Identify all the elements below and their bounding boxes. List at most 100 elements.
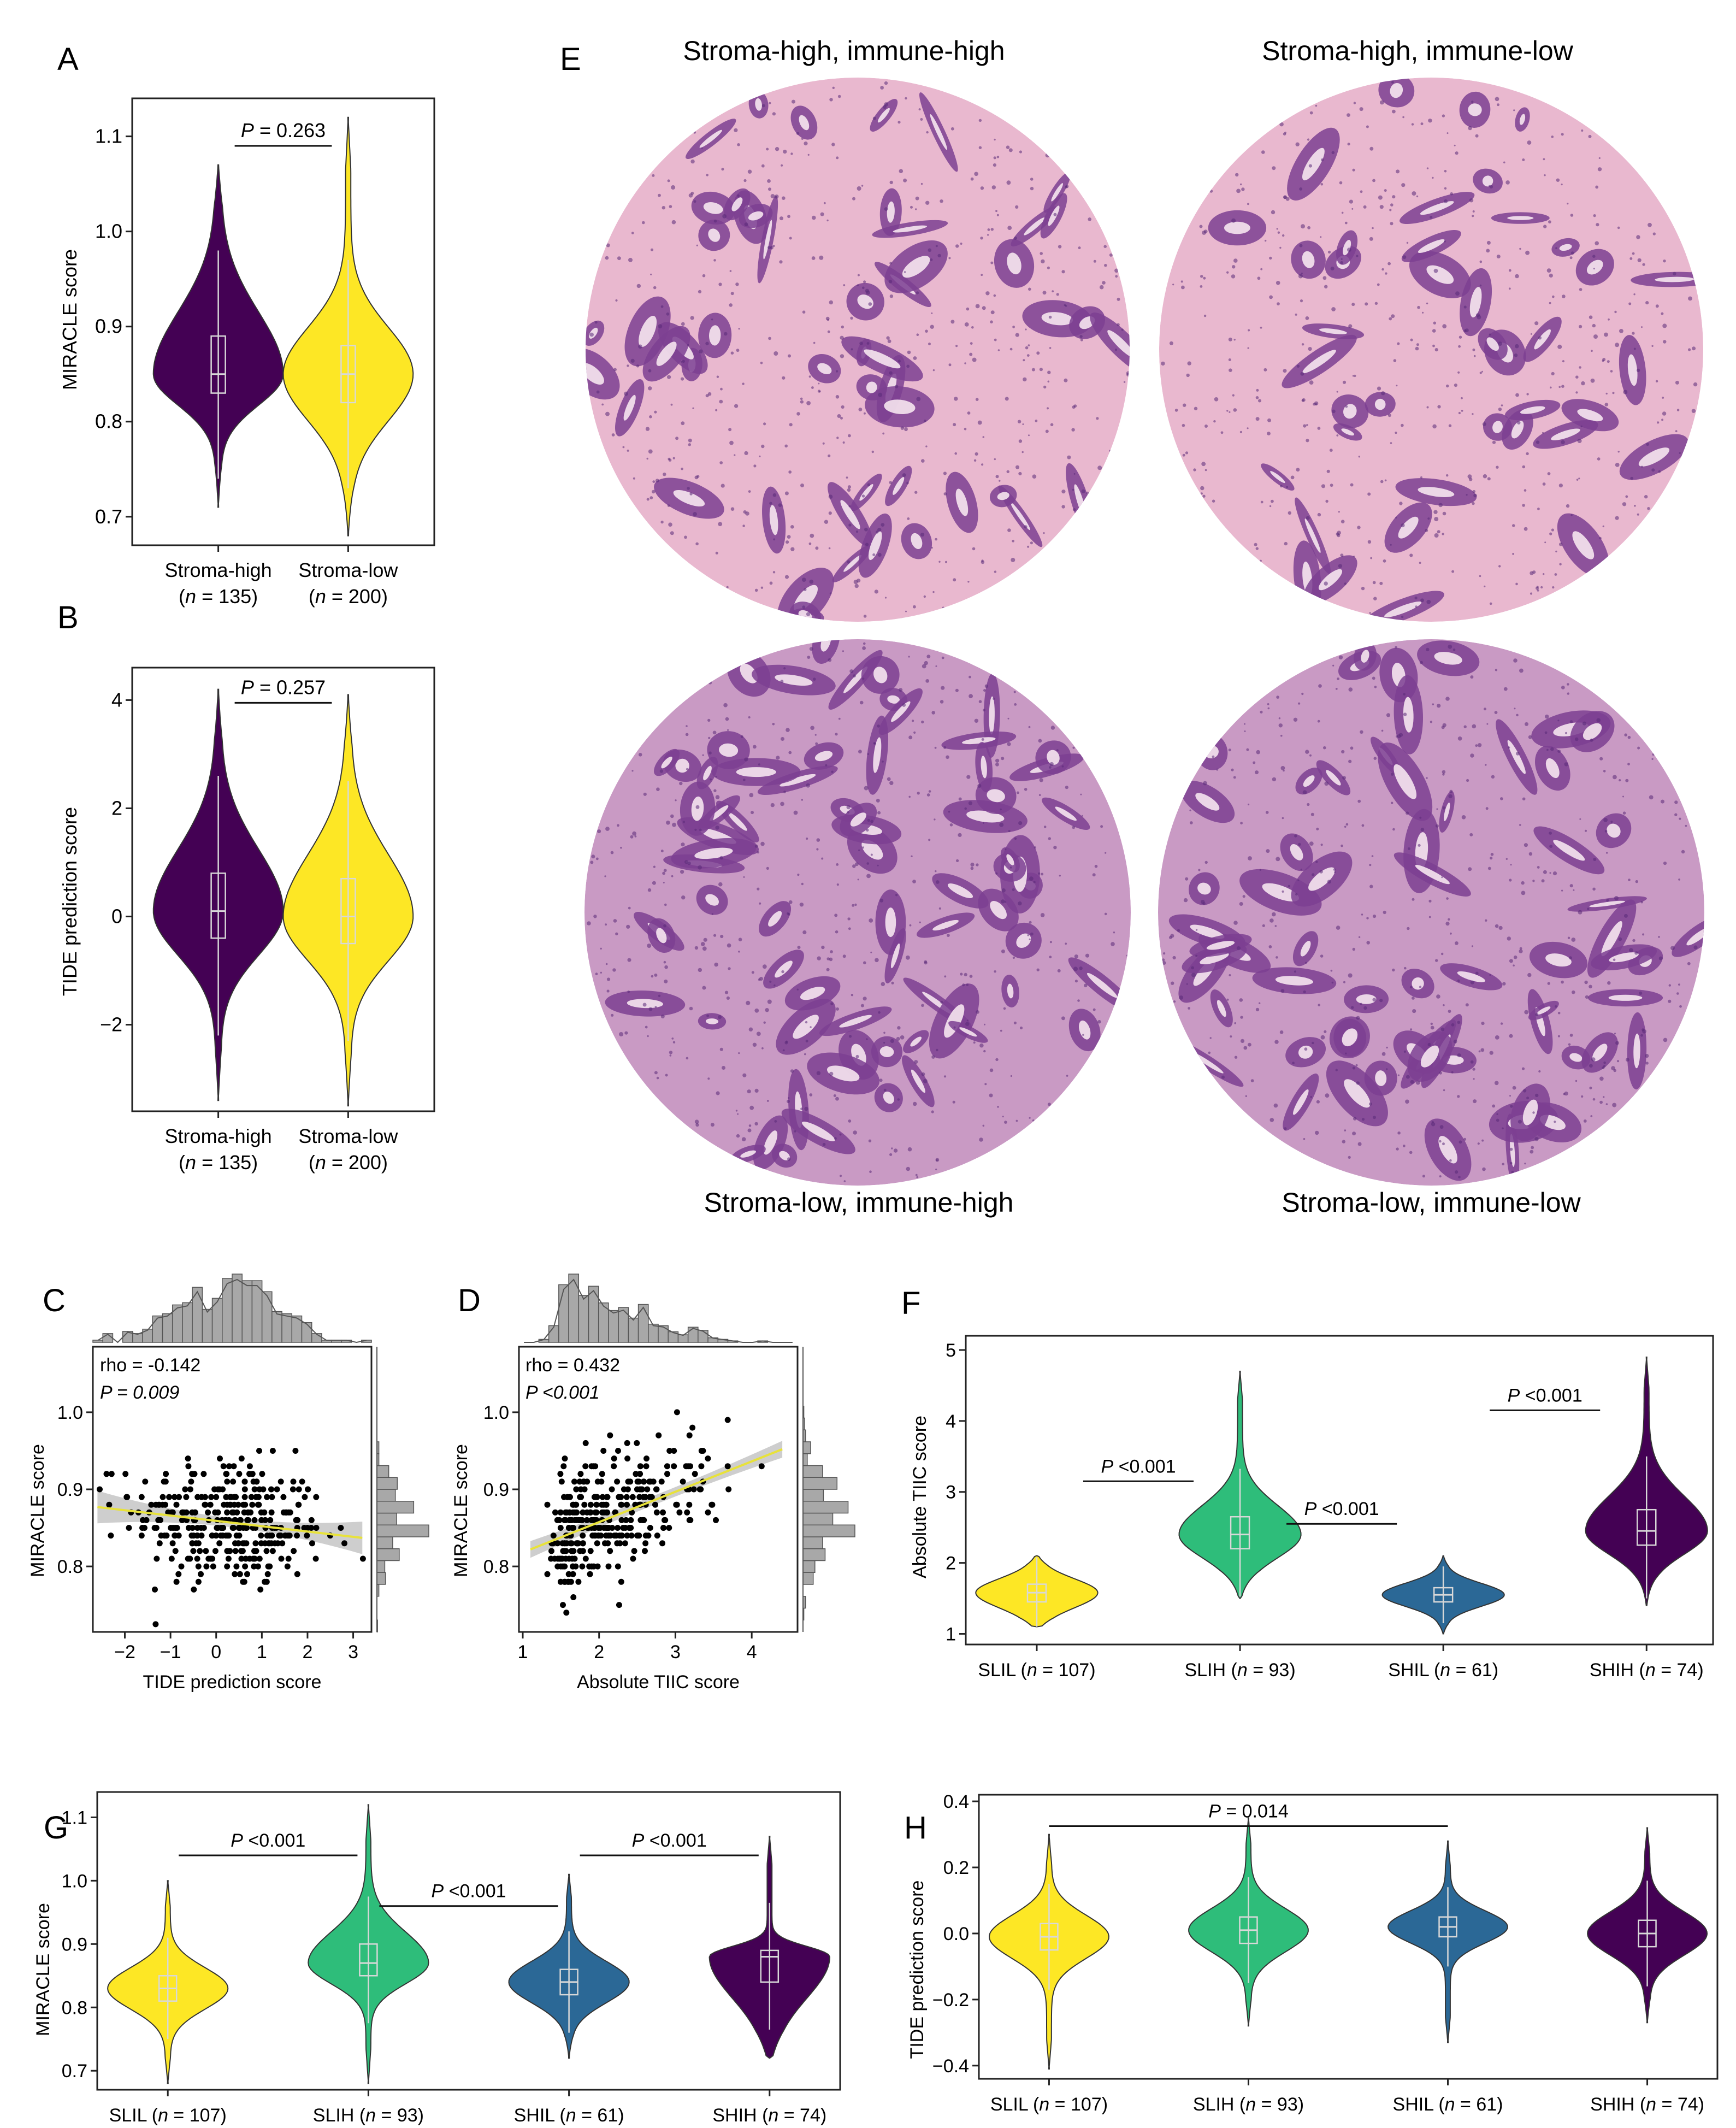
nucleus — [1242, 895, 1245, 898]
nucleus — [1018, 901, 1022, 906]
nucleus — [1519, 947, 1522, 950]
nucleus — [1469, 478, 1473, 481]
nucleus — [786, 540, 789, 544]
nucleus — [938, 907, 941, 910]
nucleus — [1115, 275, 1118, 278]
data-point — [192, 1509, 198, 1516]
nucleus — [1426, 599, 1431, 604]
nucleus — [1522, 797, 1526, 801]
nucleus — [1267, 432, 1271, 435]
data-point — [264, 1571, 271, 1577]
data-point — [562, 1563, 568, 1570]
nucleus — [1047, 380, 1050, 383]
data-point — [283, 1509, 290, 1516]
nucleus — [1528, 735, 1532, 739]
nucleus — [605, 963, 608, 965]
data-point — [664, 1471, 670, 1477]
data-point — [172, 1494, 178, 1500]
nucleus — [1549, 845, 1553, 848]
nucleus — [1481, 1139, 1484, 1142]
x-tick-label: 2 — [302, 1642, 312, 1663]
nucleus — [1567, 936, 1570, 939]
nucleus — [743, 876, 745, 878]
nucleus — [913, 1101, 917, 1106]
nucleus — [801, 138, 804, 140]
gland-lumen — [817, 363, 832, 374]
data-point — [250, 1555, 256, 1562]
nucleus — [1236, 188, 1241, 193]
nucleus — [1392, 109, 1396, 114]
nucleus — [1410, 1028, 1413, 1031]
nucleus — [1468, 126, 1472, 131]
nucleus — [766, 148, 769, 151]
comparison-pvalue: P = 0.263 — [241, 119, 326, 142]
nucleus — [1455, 1170, 1459, 1174]
nucleus — [877, 811, 881, 815]
nucleus — [1015, 1119, 1018, 1122]
nucleus — [1622, 795, 1624, 798]
data-point — [241, 1509, 247, 1516]
nucleus — [647, 944, 652, 948]
nucleus — [730, 507, 735, 511]
nucleus — [1228, 748, 1231, 752]
nucleus — [1064, 378, 1068, 382]
nucleus — [801, 882, 804, 886]
nucleus — [1390, 442, 1392, 444]
gland-lumen — [877, 108, 890, 123]
histogram-bar-top — [548, 1325, 559, 1343]
nucleus — [645, 427, 650, 431]
gland-lumen — [1048, 205, 1060, 226]
nucleus — [971, 326, 974, 329]
nucleus — [1637, 746, 1640, 750]
nucleus — [1232, 394, 1235, 397]
nucleus — [742, 524, 745, 527]
nucleus — [698, 290, 702, 294]
nucleus — [1489, 974, 1491, 976]
nucleus — [1040, 913, 1045, 917]
nucleus — [593, 915, 597, 918]
nucleus — [758, 763, 760, 766]
nucleus — [1248, 329, 1250, 332]
data-point — [582, 1463, 589, 1470]
nucleus — [589, 332, 594, 337]
nucleus — [1442, 511, 1446, 516]
data-point — [562, 1509, 569, 1516]
data-point — [583, 1517, 590, 1523]
nucleus — [768, 337, 771, 340]
data-point — [241, 1478, 248, 1485]
nucleus — [1018, 439, 1023, 443]
data-point — [226, 1463, 232, 1470]
data-point — [562, 1540, 568, 1547]
nucleus — [1015, 333, 1019, 337]
nucleus — [1473, 355, 1476, 357]
nucleus — [1057, 969, 1061, 972]
nucleus — [1284, 132, 1287, 134]
nucleus — [1040, 252, 1043, 255]
nucleus — [1663, 260, 1666, 263]
gland-lumen — [814, 751, 833, 762]
nucleus — [1383, 910, 1386, 915]
nucleus — [1522, 158, 1525, 161]
nucleus — [837, 95, 841, 98]
nucleus — [1092, 873, 1096, 877]
nucleus — [720, 387, 723, 391]
data-point — [249, 1501, 256, 1508]
nucleus — [649, 415, 652, 418]
nucleus — [930, 258, 933, 261]
data-point — [624, 1455, 631, 1462]
gland-lumen — [1426, 265, 1454, 284]
nucleus — [1282, 890, 1284, 893]
nucleus — [1378, 195, 1383, 200]
nucleus — [680, 377, 684, 381]
data-point — [294, 1571, 300, 1577]
nucleus — [889, 481, 893, 484]
nucleus — [802, 930, 807, 935]
nucleus — [1443, 1089, 1445, 1092]
nucleus — [1675, 380, 1679, 385]
nucleus — [1042, 291, 1047, 295]
x-tick-label-shih: SHIH (n = 74) — [1590, 2094, 1704, 2115]
nucleus — [960, 972, 963, 976]
nucleus — [935, 870, 937, 873]
nucleus — [681, 322, 685, 326]
nucleus — [806, 612, 811, 616]
